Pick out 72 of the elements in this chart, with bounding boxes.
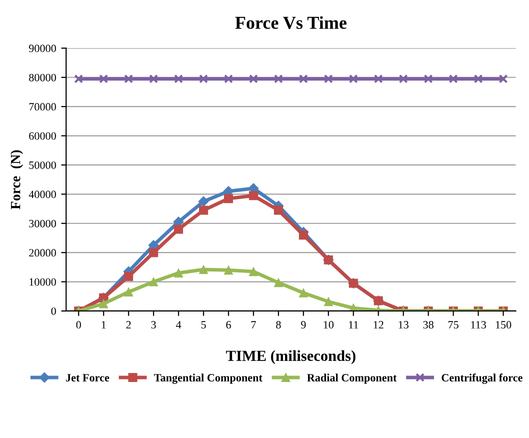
x-tick-label: 38 xyxy=(423,321,434,329)
x-tick-label: 113 xyxy=(471,321,486,329)
x-tick-label: 3 xyxy=(151,321,156,329)
point xyxy=(174,268,184,278)
point xyxy=(274,206,283,215)
point xyxy=(174,74,184,84)
chart-title: Force Vs Time xyxy=(235,16,346,30)
legend-label: Tangential Component xyxy=(154,374,262,384)
point xyxy=(374,74,383,84)
x-tick-label: 7 xyxy=(251,321,256,328)
point xyxy=(124,74,134,84)
point xyxy=(398,74,408,84)
y-tick-label: 80000 xyxy=(29,74,56,82)
point xyxy=(124,272,134,282)
point xyxy=(324,74,333,84)
x-axis-title: TIME (miliseconds) xyxy=(226,350,356,364)
point xyxy=(298,230,308,240)
point xyxy=(248,267,258,276)
point xyxy=(474,74,483,84)
point xyxy=(124,287,134,297)
y-tick-label: 50000 xyxy=(29,161,56,169)
x-tick-label: 11 xyxy=(349,321,358,328)
x-tick-label: 13 xyxy=(398,321,408,329)
point xyxy=(248,191,258,200)
y-tick-label: 70000 xyxy=(29,103,56,111)
y-tick-label: 30000 xyxy=(29,220,56,228)
point xyxy=(424,74,433,84)
point xyxy=(348,74,358,84)
x-tick-label: 150 xyxy=(496,321,512,329)
x-tick-label: 75 xyxy=(448,321,458,329)
x-tick-label: 10 xyxy=(324,321,334,329)
point xyxy=(224,74,234,84)
point xyxy=(274,74,283,84)
point xyxy=(224,194,234,204)
x-tick-label: 6 xyxy=(226,321,231,329)
x-tick-label: 9 xyxy=(301,321,306,329)
point xyxy=(199,206,208,215)
legend-label: Jet Force xyxy=(66,374,110,382)
y-tick-label: 0 xyxy=(51,307,56,315)
point xyxy=(498,74,508,84)
point xyxy=(199,74,208,84)
point xyxy=(448,74,458,84)
point xyxy=(149,74,158,84)
point xyxy=(298,74,308,84)
x-tick-label: 5 xyxy=(201,321,206,329)
x-tick-label: 2 xyxy=(126,321,131,328)
point xyxy=(99,74,108,84)
legend-label: Centrifugal force xyxy=(442,374,522,384)
x-tick-label: 4 xyxy=(176,321,182,328)
point xyxy=(99,299,108,308)
point xyxy=(324,297,333,306)
y-tick-label: 20000 xyxy=(29,249,56,257)
point xyxy=(149,248,158,258)
y-tick-label: 40000 xyxy=(28,190,56,198)
point xyxy=(274,278,283,288)
y-tick-label: 90000 xyxy=(28,44,56,52)
point xyxy=(298,288,308,298)
x-tick-label: 12 xyxy=(374,321,384,328)
point xyxy=(224,266,234,275)
point xyxy=(198,196,209,207)
legend-label: Radial Component xyxy=(307,374,397,384)
y-tick-label: 10000 xyxy=(30,278,56,286)
x-tick-label: 1 xyxy=(102,321,106,328)
point xyxy=(199,265,208,274)
point xyxy=(174,224,184,234)
x-tick-label: 8 xyxy=(276,321,281,329)
point xyxy=(74,74,84,84)
point xyxy=(149,277,158,286)
point xyxy=(248,74,258,84)
x-tick-label: 0 xyxy=(76,321,81,329)
y-axis-title: Force (N) xyxy=(10,150,24,210)
y-tick-label: 60000 xyxy=(29,132,56,140)
